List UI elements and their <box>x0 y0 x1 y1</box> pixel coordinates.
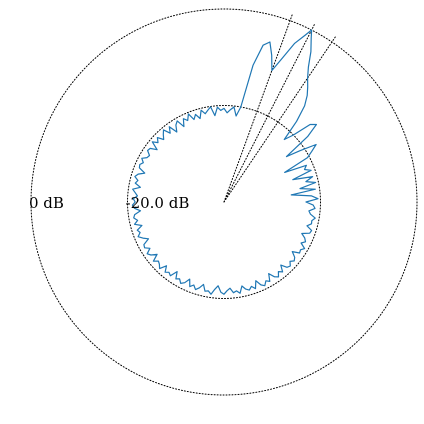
ring-label-0: 0 dB <box>29 194 64 212</box>
ring-circle-0 <box>30 8 418 396</box>
polar-grid <box>30 8 418 396</box>
ring-label-1: -20.0 dB <box>126 194 190 212</box>
beam-line-2 <box>223 14 293 203</box>
ring-labels: 0 dB -20.0 dB <box>29 194 189 212</box>
beam-line-0 <box>223 36 336 203</box>
series-layer <box>131 29 319 295</box>
ring-circle-1 <box>127 105 321 299</box>
series-line-0 <box>131 29 319 295</box>
beam-line-1 <box>223 24 315 203</box>
beam-lines <box>223 14 336 203</box>
